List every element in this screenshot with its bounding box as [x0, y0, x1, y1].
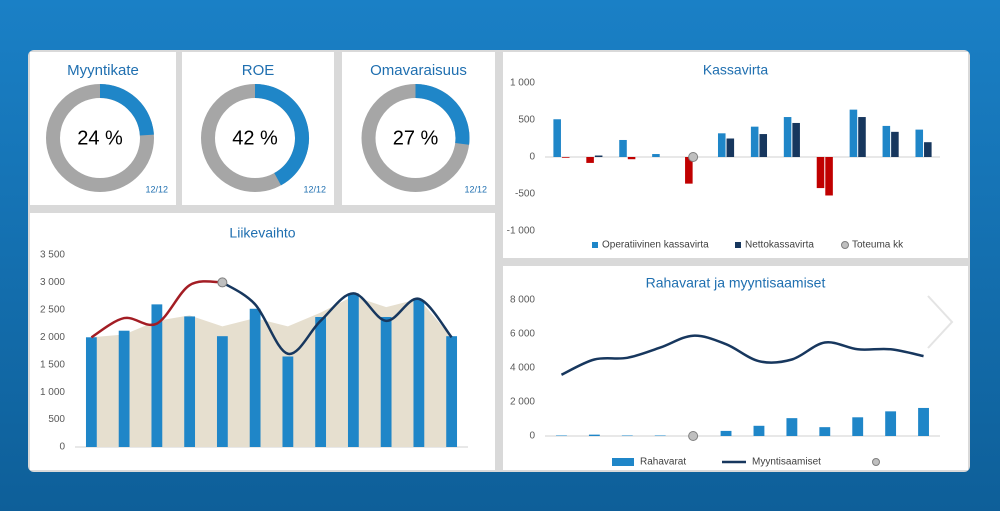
legend-label: Operatiivinen kassavirta — [602, 240, 709, 251]
donut-note: 12/12 — [303, 184, 326, 194]
chart-title: Myyntikate — [67, 62, 139, 79]
bar — [347, 293, 359, 447]
bar — [594, 155, 603, 157]
y-tick-label: 500 — [518, 115, 535, 126]
bar — [819, 427, 831, 436]
y-tick-label: 2 500 — [40, 304, 65, 315]
legend-label: Toteuma kk — [852, 240, 904, 251]
legend-label: Nettokassavirta — [745, 240, 814, 251]
bar — [588, 434, 600, 436]
marker — [688, 431, 699, 441]
chart-title: Liikevaihto — [229, 225, 295, 241]
legend-symbol — [592, 242, 598, 248]
bar — [885, 411, 897, 436]
y-tick-label: 2 000 — [510, 397, 535, 408]
donut-value: 24 % — [77, 127, 123, 149]
line — [221, 281, 453, 355]
bar — [849, 109, 858, 157]
donut-value: 27 % — [393, 127, 439, 149]
bar — [446, 336, 458, 447]
chart-title: Kassavirta — [703, 62, 769, 78]
bar — [825, 157, 833, 196]
bar — [720, 430, 732, 436]
bar — [380, 316, 392, 447]
y-tick-label: 4 000 — [510, 363, 535, 374]
bar — [619, 139, 627, 157]
y-tick-label: 500 — [48, 414, 65, 425]
donut-value: 42 % — [232, 127, 278, 149]
bar — [924, 142, 932, 157]
area — [91, 296, 452, 447]
y-tick-label: 1 500 — [40, 359, 65, 370]
bar — [184, 316, 196, 447]
bar — [249, 308, 261, 447]
marker — [688, 152, 699, 162]
bar — [118, 330, 130, 447]
bar — [858, 117, 866, 157]
bar — [759, 134, 768, 157]
donut-arc — [254, 84, 309, 186]
bar — [621, 435, 633, 436]
bar — [586, 157, 594, 163]
card — [503, 52, 968, 258]
bar — [786, 418, 798, 436]
bar — [315, 316, 327, 447]
y-tick-label: 3 500 — [40, 250, 65, 261]
bar — [717, 133, 726, 157]
bar — [891, 131, 899, 157]
bar — [556, 435, 567, 436]
chart-title: Omavaraisuus — [370, 62, 467, 79]
bar — [413, 299, 425, 447]
bar — [553, 119, 561, 157]
bar — [652, 154, 660, 157]
line — [90, 280, 223, 339]
bar — [726, 138, 735, 157]
bar — [654, 435, 666, 436]
marker — [217, 277, 228, 288]
donut-arc — [99, 84, 154, 136]
legend-symbol — [612, 458, 634, 466]
bar — [216, 336, 228, 447]
y-tick-label: 1 000 — [40, 387, 65, 398]
bar — [918, 407, 929, 436]
legend-symbol — [841, 241, 849, 249]
bar — [915, 129, 924, 157]
bar — [282, 356, 294, 447]
y-tick-label: 3 000 — [40, 277, 65, 288]
bar — [750, 126, 759, 157]
y-tick-label: 8 000 — [510, 295, 535, 306]
donut-arc — [415, 84, 470, 145]
y-tick-label: -1 000 — [507, 226, 536, 237]
y-tick-label: 6 000 — [510, 329, 535, 340]
bar — [627, 157, 636, 160]
bar — [882, 125, 891, 157]
line — [560, 334, 924, 376]
donut-note: 12/12 — [145, 184, 168, 194]
y-tick-label: 0 — [529, 431, 535, 442]
y-tick-label: 2 000 — [40, 332, 65, 343]
bar — [753, 425, 765, 436]
bar — [852, 417, 864, 436]
legend-label: Myyntisaamiset — [752, 457, 821, 468]
legend-symbol — [872, 458, 880, 466]
bar — [792, 122, 800, 157]
bar — [685, 157, 693, 184]
bar — [816, 157, 825, 189]
bar — [85, 337, 97, 447]
legend-label: Rahavarat — [640, 457, 686, 468]
y-tick-label: 1 000 — [510, 78, 535, 89]
y-tick-label: 0 — [529, 152, 535, 163]
y-tick-label: -500 — [515, 189, 535, 200]
legend-symbol — [735, 242, 741, 248]
donut-note: 12/12 — [464, 184, 487, 194]
next-arrow — [927, 295, 954, 349]
bar — [561, 157, 570, 158]
chart-title: ROE — [242, 62, 275, 79]
bar — [783, 117, 792, 157]
bar — [151, 304, 163, 447]
y-tick-label: 0 — [59, 442, 65, 453]
chart-title: Rahavarat ja myyntisaamiset — [646, 275, 826, 291]
